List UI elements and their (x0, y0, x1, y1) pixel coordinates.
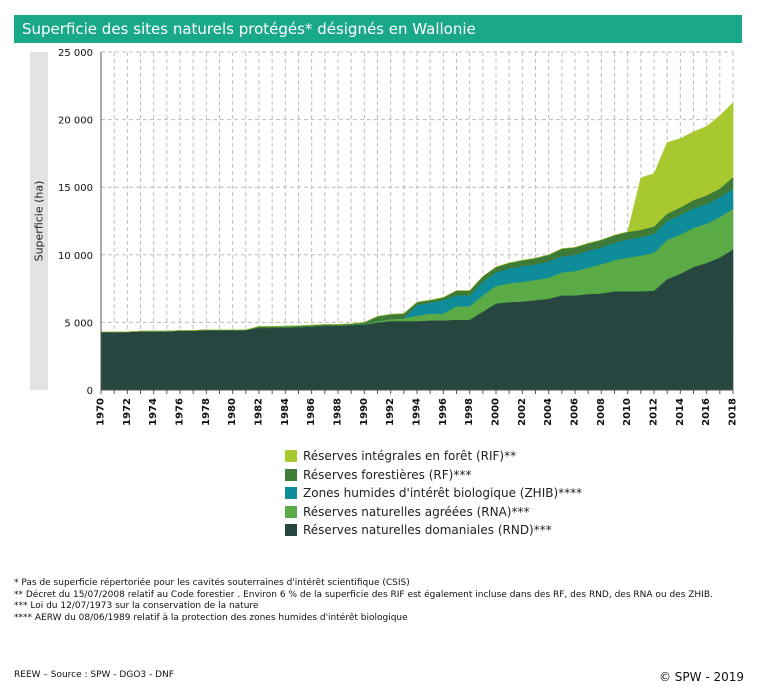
y-tick-label: 0 (87, 386, 93, 397)
legend-item: Réserves naturelles agréées (RNA)*** (285, 503, 582, 522)
y-tick-label: 25 000 (58, 48, 93, 59)
footnote-aerw-1989: **** AERW du 08/06/1989 relatif à la pro… (14, 612, 408, 623)
x-tick-label: 1998 (464, 398, 475, 426)
x-tick-label: 2010 (622, 398, 633, 426)
x-tick-label: 1984 (280, 398, 291, 426)
y-tick-label: 10 000 (58, 251, 93, 262)
x-tick-label: 1992 (385, 398, 396, 426)
legend-swatch (285, 487, 297, 500)
x-tick-label: 1970 (96, 398, 107, 426)
x-tick-label: 2016 (701, 398, 712, 426)
x-tick-label: 1994 (412, 398, 423, 426)
x-tick-label: 2008 (596, 398, 607, 426)
y-axis-label-background (30, 52, 48, 390)
y-tick-label: 5 000 (64, 318, 93, 329)
x-tick-label: 1988 (333, 398, 344, 426)
x-tick-label: 2006 (570, 398, 581, 426)
legend-label: Réserves naturelles domaniales (RND)*** (303, 523, 552, 538)
legend-label: Réserves forestières (RF)*** (303, 467, 472, 482)
x-tick-label: 1976 (175, 398, 186, 426)
x-tick-label: 2004 (543, 398, 554, 426)
legend-label: Zones humides d'intérêt biologique (ZHIB… (303, 486, 583, 501)
x-tick-label: 1978 (201, 398, 212, 426)
chart-title: Superficie des sites naturels protégés* … (14, 15, 742, 43)
footnote-loi-1973: *** Loi du 12/07/1973 sur la conservatio… (14, 601, 259, 612)
area-series-4 (101, 102, 734, 333)
legend-item: Réserves intégrales en forêt (RIF)** (285, 447, 582, 466)
legend-item: Réserves forestières (RF)*** (285, 466, 582, 485)
x-tick-label: 1974 (148, 398, 159, 426)
x-tick-label: 2000 (491, 398, 502, 426)
legend-label: Réserves intégrales en forêt (RIF)** (303, 449, 517, 464)
legend-item: Réserves naturelles domaniales (RND)*** (285, 521, 582, 540)
x-tick-label: 2002 (517, 398, 528, 426)
legend-swatch (285, 450, 297, 463)
x-tick-label: 1980 (227, 398, 238, 426)
y-tick-label: 15 000 (58, 183, 93, 194)
stacked-area-chart: 1970 1972 1974 1976 1978 1980 1982 1984 1986 1988… (33, 48, 739, 426)
x-tick-label: 1986 (306, 398, 317, 426)
chart-legend: Réserves intégrales en forêt (RIF)** Rése… (285, 447, 582, 540)
source-note: REEW – Source : SPW - DGO3 - DNF (14, 670, 174, 680)
y-tick-label: 20 000 (58, 116, 93, 127)
x-tick-label: 2012 (649, 398, 660, 426)
x-tick-label: 1972 (122, 398, 133, 426)
legend-swatch (285, 524, 297, 537)
footnote-rif: ** Décret du 15/07/2008 relatif au Code … (14, 589, 713, 600)
x-tick-label: 2014 (675, 398, 686, 426)
legend-item: Zones humides d'intérêt biologique (ZHIB… (285, 484, 582, 503)
legend-label: Réserves naturelles agréées (RNA)*** (303, 504, 530, 519)
x-tick-label: 1990 (359, 398, 370, 426)
legend-swatch (285, 505, 297, 518)
y-axis-label: Superficie (ha) (33, 181, 46, 262)
legend-swatch (285, 468, 297, 481)
footnote-csis: * Pas de superficie répertoriée pour les… (14, 578, 410, 588)
footnotes: * Pas de superficie répertoriée pour les… (14, 578, 749, 624)
copyright: © SPW - 2019 (658, 670, 744, 684)
x-tick-label: 1996 (438, 398, 449, 426)
x-tick-label: 2018 (728, 398, 739, 426)
x-tick-label: 1982 (254, 398, 265, 426)
